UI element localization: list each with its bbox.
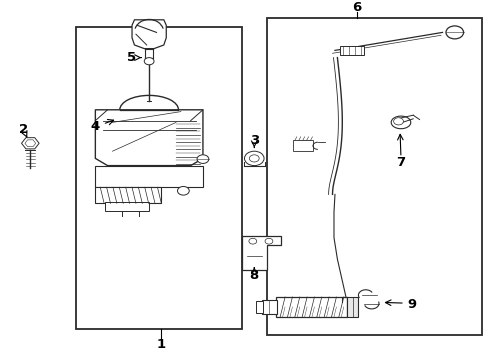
Polygon shape — [132, 20, 166, 49]
Bar — [95, 187, 161, 203]
Text: 1: 1 — [157, 338, 165, 351]
Polygon shape — [95, 110, 203, 166]
Bar — [255, 301, 262, 313]
Circle shape — [244, 151, 264, 166]
Polygon shape — [242, 236, 281, 270]
Text: 4: 4 — [91, 120, 100, 133]
Bar — [76, 27, 242, 329]
Circle shape — [264, 238, 272, 244]
Circle shape — [445, 26, 463, 39]
Circle shape — [144, 58, 154, 65]
Text: 5: 5 — [127, 51, 136, 64]
Bar — [276, 297, 346, 317]
Circle shape — [177, 186, 189, 195]
Bar — [95, 166, 203, 187]
Circle shape — [249, 155, 259, 162]
Bar — [339, 46, 364, 55]
Bar — [261, 300, 277, 314]
Circle shape — [197, 155, 208, 163]
Bar — [346, 297, 357, 317]
Text: 8: 8 — [249, 269, 258, 282]
Bar — [293, 140, 312, 151]
Circle shape — [393, 118, 403, 125]
Text: 7: 7 — [396, 156, 405, 169]
Bar — [105, 202, 149, 211]
Text: 6: 6 — [352, 1, 361, 14]
Text: 3: 3 — [249, 134, 258, 147]
Text: 9: 9 — [407, 298, 415, 311]
Text: 2: 2 — [19, 123, 28, 136]
Circle shape — [248, 238, 256, 244]
Bar — [266, 18, 481, 335]
